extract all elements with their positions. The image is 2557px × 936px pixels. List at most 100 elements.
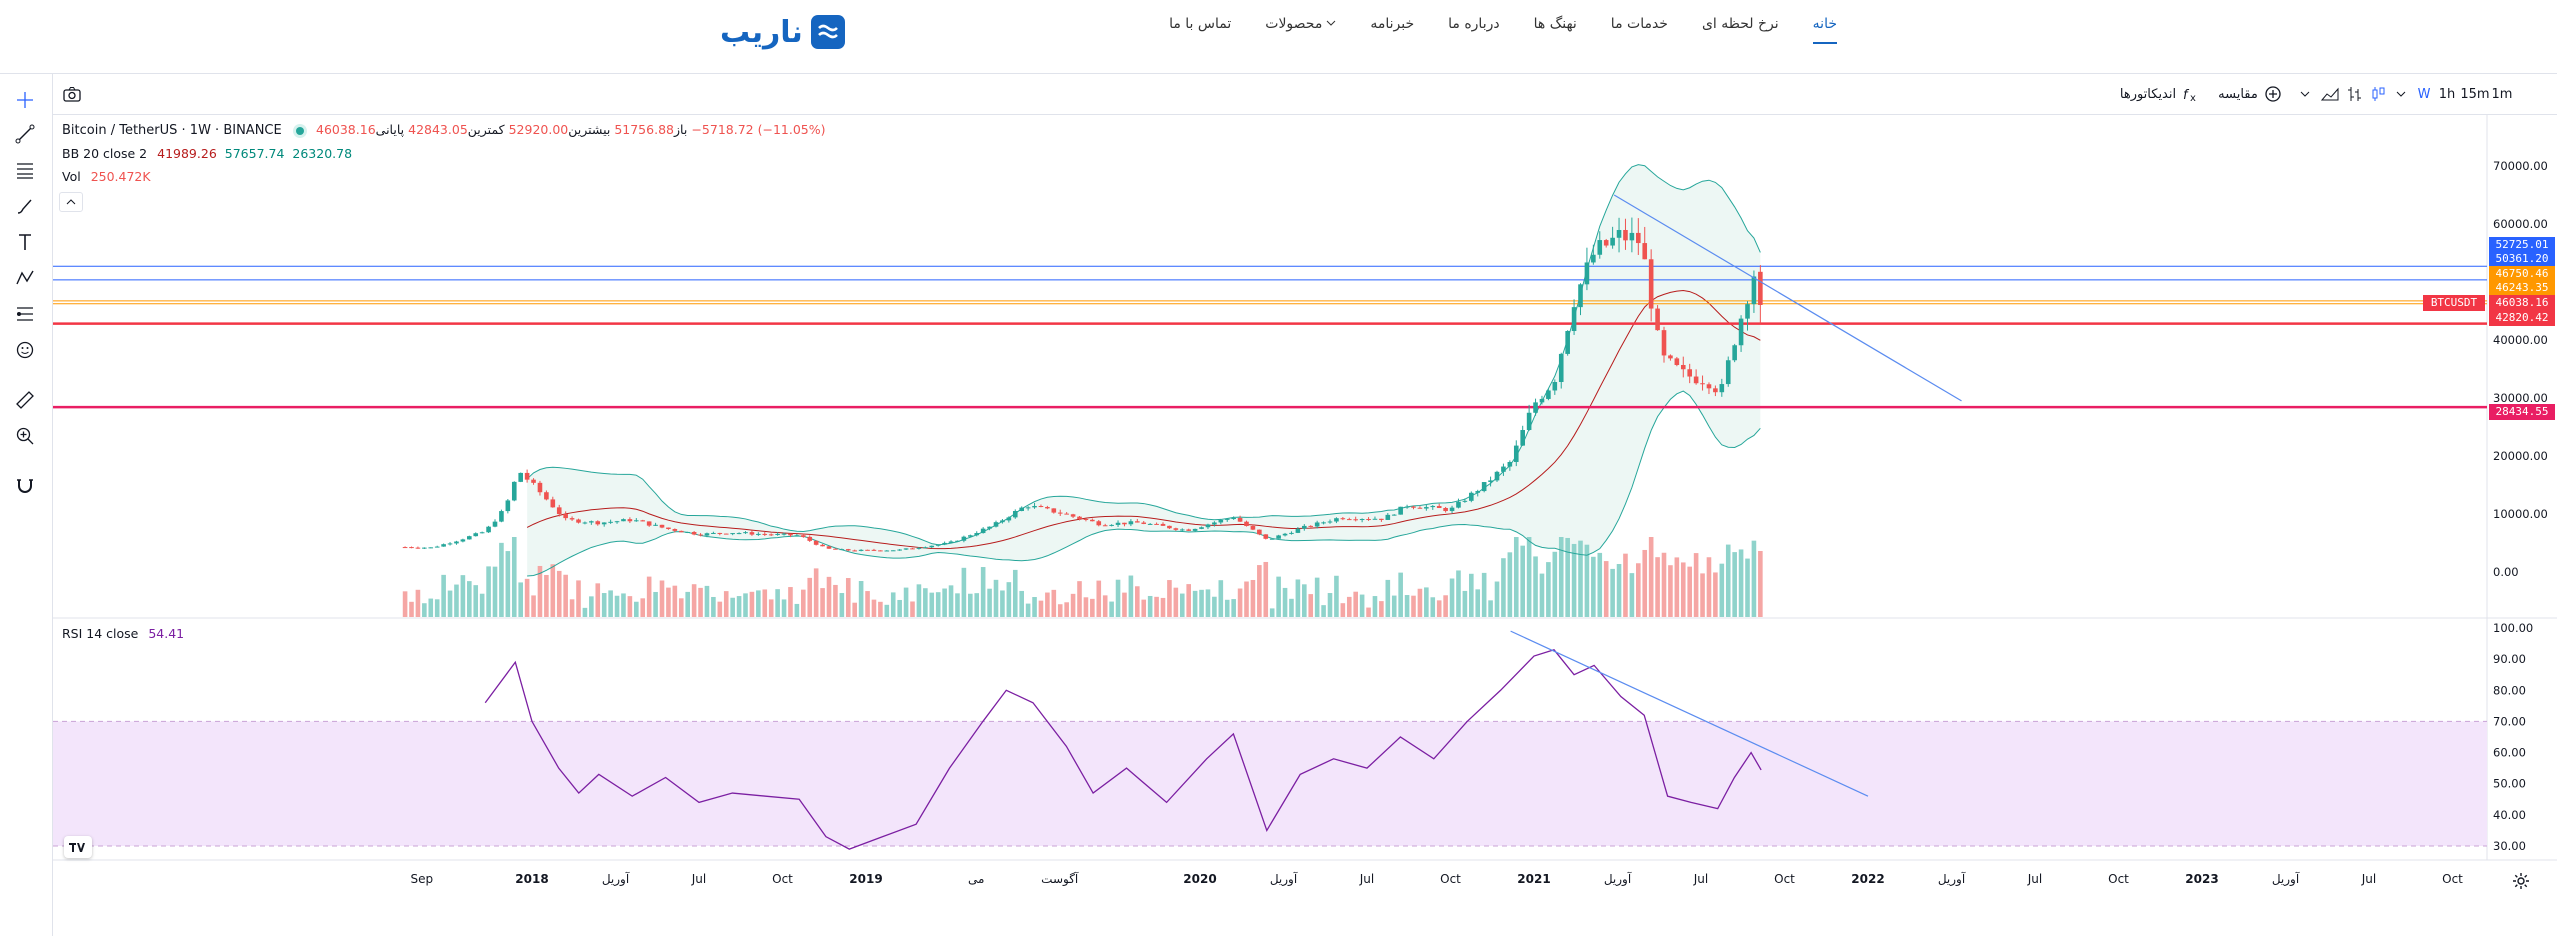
legend-symbol[interactable]: Bitcoin / TetherUS · 1W · BINANCE xyxy=(62,123,282,138)
collapse-legend-button[interactable] xyxy=(59,192,83,212)
nav-item[interactable]: خبرنامه xyxy=(1370,16,1415,32)
volume-bar xyxy=(1391,595,1397,617)
candle-body xyxy=(929,545,935,548)
interval-1m[interactable]: 1m xyxy=(2491,86,2513,102)
vol-label[interactable]: Vol xyxy=(62,169,81,184)
candle-body xyxy=(1250,526,1256,530)
emoji-icon[interactable] xyxy=(10,336,40,364)
nav-item[interactable]: تماس با ما xyxy=(1169,16,1232,32)
candle-body xyxy=(1436,506,1442,508)
interval-1h[interactable]: 1h xyxy=(2438,86,2456,102)
candle-body xyxy=(441,544,446,547)
candle-body xyxy=(865,549,870,551)
nav-item[interactable]: درباره ما xyxy=(1448,16,1500,32)
candle-body xyxy=(1636,232,1641,244)
fib-icon[interactable] xyxy=(10,156,40,184)
volume-bar xyxy=(1051,589,1057,617)
volume-bar xyxy=(1404,595,1410,617)
chevron-down-icon[interactable] xyxy=(2393,82,2409,106)
volume-bar xyxy=(1642,549,1648,617)
candle-body xyxy=(422,547,427,549)
bb-label[interactable]: BB 20 close 2 xyxy=(62,146,148,161)
volume-bar xyxy=(460,575,466,617)
candle-body xyxy=(1552,382,1558,391)
volume-bar xyxy=(871,599,877,617)
rsi-band xyxy=(53,721,2487,846)
volume-bar xyxy=(1109,601,1114,617)
nav-item[interactable]: نهنگ ها xyxy=(1533,16,1577,32)
candle-body xyxy=(601,522,607,525)
magnet-icon[interactable] xyxy=(10,472,40,500)
candle-body xyxy=(1700,383,1705,385)
volume-bar xyxy=(1494,581,1500,617)
time-tick-label: آوریل xyxy=(1604,871,1632,887)
low-label: کمترین xyxy=(467,122,505,137)
volume-bar xyxy=(1263,561,1269,617)
nav-item[interactable]: محصولات xyxy=(1265,16,1336,44)
volume-bar xyxy=(756,590,761,617)
volume-bar xyxy=(1192,590,1198,617)
rsi-label[interactable]: RSI 14 close xyxy=(62,626,139,641)
volume-bar xyxy=(807,577,813,617)
tradingview-logo[interactable] xyxy=(64,836,92,858)
volume-bar xyxy=(743,593,748,617)
nav-item[interactable]: خدمات ما xyxy=(1610,16,1668,32)
volume-bar xyxy=(563,574,568,617)
candle-body xyxy=(1391,514,1397,516)
chevron-down-icon[interactable] xyxy=(2297,82,2313,106)
ruler-icon[interactable] xyxy=(10,386,40,414)
candles-icon[interactable] xyxy=(2367,82,2389,106)
candle-body xyxy=(1751,276,1757,305)
interval-w[interactable]: W xyxy=(2417,86,2431,102)
settings-gear-icon[interactable] xyxy=(2512,872,2532,892)
site-logo[interactable]: ناریب xyxy=(720,14,845,50)
candle-body xyxy=(1706,384,1712,389)
volume-bar xyxy=(556,570,562,617)
volume-bar xyxy=(1616,564,1622,617)
volume-bar xyxy=(1077,581,1082,617)
volume-bar xyxy=(1539,573,1545,617)
chart-canvas[interactable]: 70000.0060000.0050000.0040000.0030000.00… xyxy=(0,74,2557,936)
candle-body xyxy=(691,531,697,535)
candle-body xyxy=(730,533,735,535)
compare-button[interactable]: مقایسه xyxy=(2215,82,2285,106)
candle-body xyxy=(1713,388,1718,393)
time-tick-label: Oct xyxy=(2442,872,2463,886)
nav-item[interactable]: نرخ لحظه ای xyxy=(1701,16,1779,32)
candle-body xyxy=(511,481,517,501)
volume-bar xyxy=(1668,565,1673,617)
time-tick-label: 2021 xyxy=(1517,872,1550,886)
candle-body xyxy=(1629,232,1635,241)
volume-bar xyxy=(1276,576,1281,617)
brush-icon[interactable] xyxy=(10,192,40,220)
candle-body xyxy=(1597,240,1603,255)
area-chart-icon[interactable] xyxy=(2319,82,2341,106)
crosshair-icon[interactable] xyxy=(10,86,40,114)
volume-bar xyxy=(820,588,825,617)
high-label: بیشترین xyxy=(568,122,611,137)
candle-body xyxy=(1135,521,1140,523)
candle-body xyxy=(653,524,658,526)
volume-bar xyxy=(1218,580,1224,617)
bars-icon[interactable] xyxy=(2343,82,2365,106)
candle-body xyxy=(1520,430,1525,446)
open-value: 51756.88 xyxy=(614,122,674,137)
candle-body xyxy=(1584,262,1590,285)
prediction-icon[interactable] xyxy=(10,300,40,328)
volume-bar xyxy=(666,587,671,617)
nav-item[interactable]: خانه xyxy=(1812,16,1837,44)
legend-rsi: RSI 14 close 54.41 xyxy=(62,626,184,641)
logo-icon xyxy=(810,15,845,49)
text-icon[interactable] xyxy=(10,228,40,256)
zoom-in-icon[interactable] xyxy=(10,422,40,450)
candle-body xyxy=(1661,330,1667,356)
trendline-icon[interactable] xyxy=(10,120,40,148)
volume-bar xyxy=(762,589,768,617)
interval-15m[interactable]: 15m xyxy=(2460,86,2490,102)
volume-bar xyxy=(531,595,536,617)
pattern-icon[interactable] xyxy=(10,264,40,292)
volume-bar xyxy=(1745,558,1750,617)
camera-icon[interactable] xyxy=(59,82,85,106)
candle-body xyxy=(685,531,690,533)
